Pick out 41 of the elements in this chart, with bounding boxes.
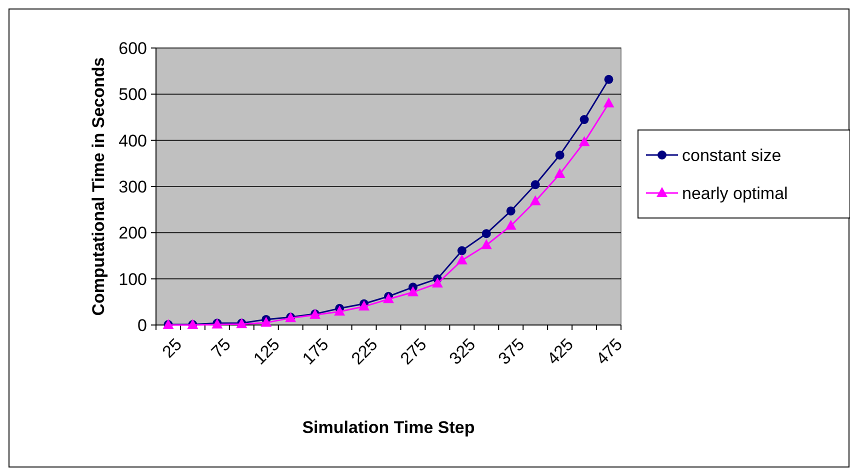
y-tick-label: 600 (118, 38, 147, 58)
point (506, 206, 516, 216)
x-axis-title: Simulation Time Step (302, 418, 475, 437)
point (480, 239, 492, 250)
x-tick-label: 125 (250, 334, 284, 368)
x-tick-label: 375 (494, 334, 528, 368)
x-tick-label: 475 (592, 334, 626, 368)
y-tick-label: 0 (138, 316, 147, 335)
point (383, 293, 394, 304)
point (482, 229, 491, 238)
point (260, 316, 272, 327)
x-tick-label: 75 (208, 334, 234, 362)
point (456, 254, 468, 264)
y-axis-title: Computational Time in Seconds (89, 57, 108, 316)
point (505, 220, 516, 230)
point (578, 136, 590, 146)
point (530, 195, 541, 206)
point (334, 306, 346, 316)
point (358, 300, 370, 311)
y-tick-label: 300 (118, 177, 147, 196)
legend-label: nearly optimal (682, 184, 788, 203)
point (554, 168, 566, 178)
point (432, 277, 443, 288)
x-tick-label: 275 (396, 334, 430, 368)
point (604, 74, 614, 84)
point (603, 97, 614, 108)
point (530, 180, 540, 190)
y-tick-label: 500 (118, 85, 147, 104)
x-tick-label: 325 (446, 334, 480, 368)
x-tick-label: 175 (298, 334, 332, 368)
x-tick-label: 225 (348, 334, 382, 368)
legend-label: constant size (682, 146, 782, 165)
y-tick-label: 400 (118, 131, 147, 150)
y-tick-label: 200 (118, 224, 147, 243)
point (580, 115, 589, 124)
y-tick-label: 100 (118, 270, 147, 289)
x-tick-label: 425 (544, 334, 578, 368)
point (407, 286, 418, 296)
point (457, 246, 466, 256)
point (555, 150, 564, 160)
x-tick-label: 25 (158, 334, 186, 362)
